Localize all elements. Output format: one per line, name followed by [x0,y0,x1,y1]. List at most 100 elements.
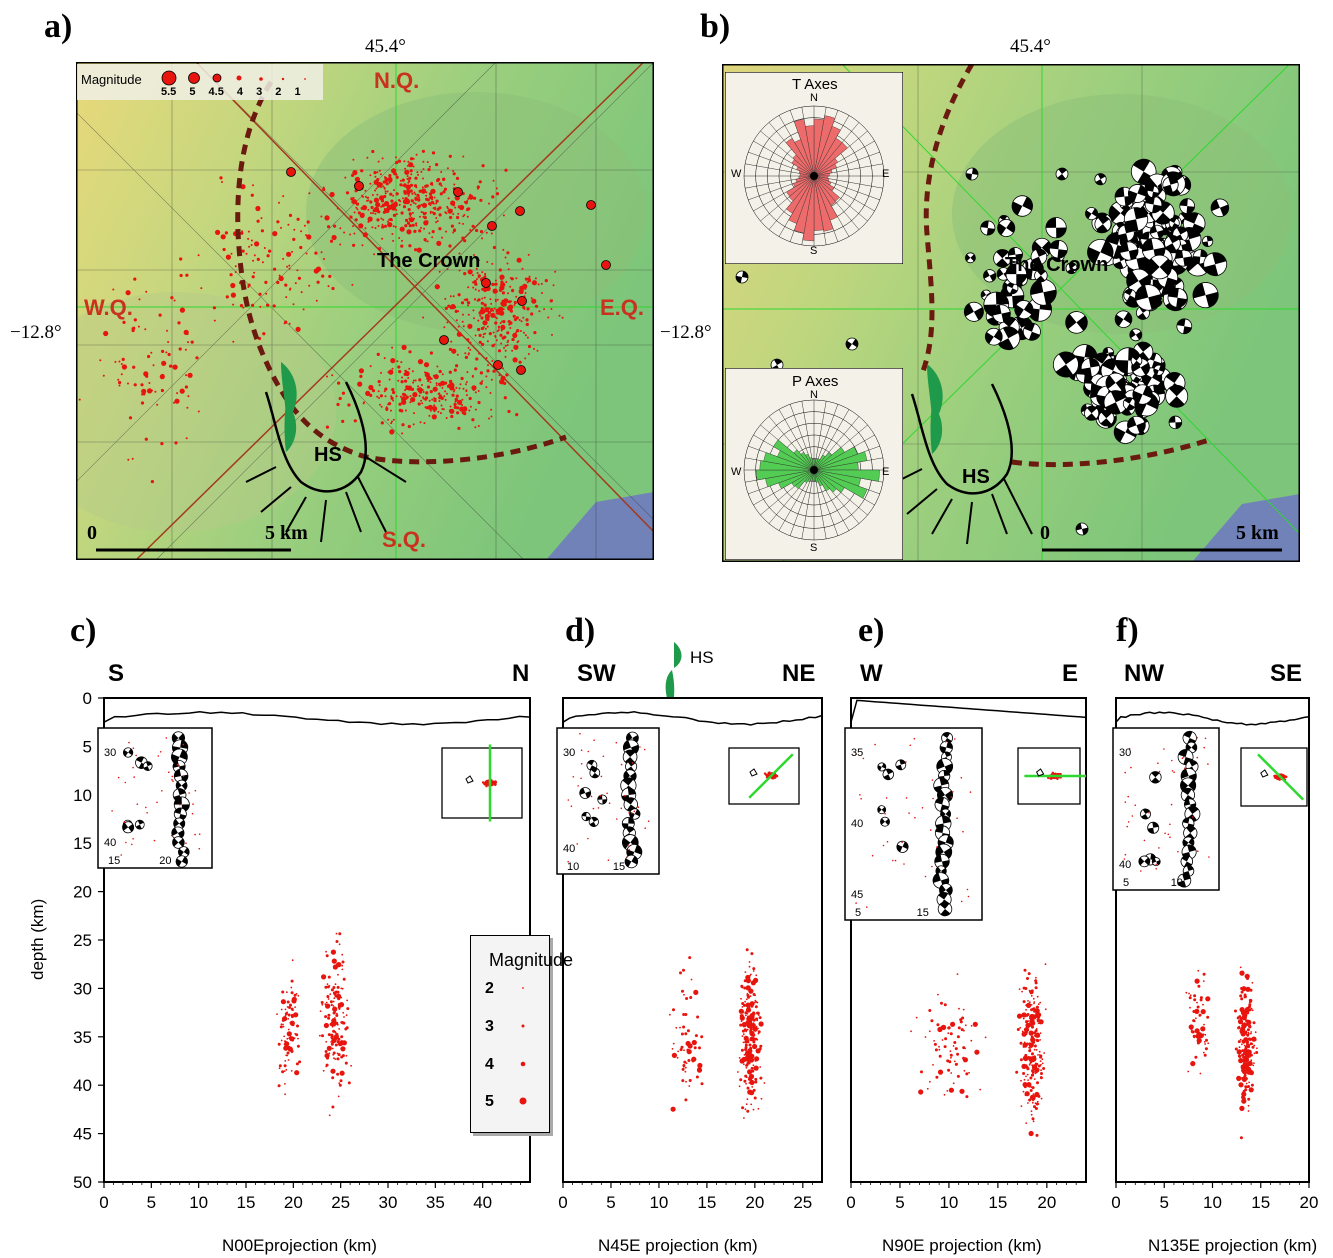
hypocenter-dot [1034,1031,1037,1034]
direction-left-f: NW [1124,660,1164,687]
epicenter-dot [380,421,384,425]
epicenter-dot [112,288,115,291]
hypocenter-dot [1034,986,1038,990]
hypocenter-dot [1239,966,1242,969]
epicenter-dot [297,276,301,280]
epicenter-dot [468,396,472,401]
magnitude-legend-a: Magnitude 5.5 5 4.5 4 3 2 1 [77,64,323,100]
x-tick-label: 10 [189,1193,208,1212]
epicenter-dot [479,314,482,317]
hypocenter-dot [947,1026,951,1030]
hypocenter-dot [1246,1019,1250,1023]
hypocenter-dot [327,975,331,979]
epicenter-dot [438,227,442,231]
epicenter-dot [459,204,465,211]
epicenter-dot [503,396,507,400]
hypocenter-dot [325,1040,328,1043]
hypocenter-dot [1038,1050,1041,1053]
epicenter-dot [404,389,407,392]
focal-mechanism-beachball [173,768,189,784]
focal-mechanism-beachball [934,853,950,870]
hypocenter-dot [277,1042,281,1046]
hypocenter-dot [1249,999,1253,1002]
hypocenter-dot [294,1070,300,1076]
epicenter-dot [407,377,410,379]
epicenter-dot [306,220,310,224]
hypocenter-dot [741,1029,745,1033]
hypocenter-dot [287,1013,291,1017]
hypocenter-dot [959,1018,963,1022]
hypocenter-dot [1020,1079,1022,1082]
epicenter-dot [185,273,189,277]
hypocenter-dot [669,1013,671,1016]
hypocenter-dot [1239,970,1245,976]
hypocenter-dot [1241,986,1247,992]
epicenter-dot [154,390,157,393]
epicenter-dot [454,196,457,199]
hypocenter-dot [347,1081,351,1085]
hypocenter-dot [688,956,692,960]
hypocenter-dot [1034,1067,1040,1073]
hypocenter-dot [1024,1093,1028,1097]
hypocenter-dot [1036,1100,1039,1103]
hypocenter-dot [1034,1008,1040,1014]
epicenter-dot [416,171,419,174]
hypocenter-dot [754,1005,758,1009]
epicenter-dot [469,341,472,344]
epicenter-dot [494,279,497,282]
scale-zero-b: 0 [1040,522,1050,544]
hypocenter-dot [1041,1058,1044,1061]
hypocenter-dot [326,1056,329,1060]
hypocenter-dot [1248,1081,1250,1084]
x-tick-label: 25 [793,1193,812,1212]
epicenter-dot [500,280,504,284]
epicenter-dot [515,277,518,280]
epicenter-dot [407,194,410,197]
epicenter-dot [285,296,288,299]
epicenter-dot [195,356,199,360]
epicenter-dot [462,387,465,390]
focal-mechanism-beachball [621,817,635,830]
epicenter-dot [463,214,466,216]
y-tick-label: 40 [73,1076,92,1095]
epicenter-dot [454,309,458,313]
hypocenter-dot [336,962,342,968]
hypocenter-dot [755,1017,759,1021]
epicenter-dot [481,287,485,291]
epicenter-dot [437,410,440,413]
hypocenter-dot [1204,1047,1208,1051]
hypocenter-dot [749,1053,755,1059]
hypocenter-dot [334,1011,336,1014]
epicenter-dot [541,292,543,294]
epicenter-dot [458,222,461,225]
hypocenter-dot [335,991,338,994]
epicenter-dot [288,322,291,325]
epicenter-dot [507,339,510,342]
epicenter-dot [367,220,370,223]
hypocenter-dot [1203,1053,1207,1057]
p-axes-title: P Axes [792,373,839,390]
epicenter-dot [467,269,473,275]
focal-mechanism-beachball [1182,730,1197,746]
epicenter-dot [397,365,401,369]
epicenter-dot [399,226,405,232]
epicenter-dot [479,381,483,385]
hypocenter-dot [1044,1008,1047,1011]
hypocenter-dot [910,1030,912,1033]
hypocenter-dot [965,1072,969,1076]
hypocenter-dot [1246,1051,1252,1057]
epicenter-dot [344,176,347,179]
latitude-label-a: −12.8° [10,322,62,343]
hypocenter-dot [962,1056,966,1060]
epicenter-dot [395,213,398,216]
epicenter-dot [523,331,525,334]
epicenter-dot [324,215,330,221]
hypocenter-dot [742,1041,745,1044]
epicenter-dot [320,215,323,218]
epicenter-dot [287,223,290,226]
epicenter-dot [495,317,498,320]
legend-title: Magnitude [489,950,574,970]
epicenter-dot [454,206,457,209]
epicenter-dot [389,179,393,183]
hypocenter-dot [328,1114,331,1117]
